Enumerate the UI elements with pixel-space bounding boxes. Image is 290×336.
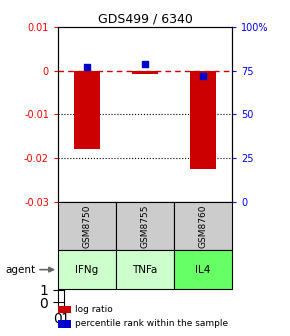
Bar (174, 250, 232, 289)
Bar (74, 71, 100, 149)
Text: log ratio: log ratio (75, 305, 113, 314)
Bar (116, 250, 174, 289)
Text: percentile rank within the sample: percentile rank within the sample (75, 320, 229, 328)
Text: GSM8750: GSM8750 (82, 204, 92, 248)
Bar (190, 71, 216, 169)
Bar (132, 71, 158, 74)
Point (85, 65, 89, 70)
Text: IFNg: IFNg (75, 265, 99, 275)
Text: GSM8755: GSM8755 (140, 204, 150, 248)
Bar (58, 250, 116, 289)
Text: GSM8760: GSM8760 (198, 204, 208, 248)
Text: agent: agent (6, 265, 36, 275)
Point (201, 73, 205, 79)
Point (143, 61, 147, 66)
Bar (58, 306, 71, 313)
Text: TNFa: TNFa (132, 265, 158, 275)
Bar (58, 202, 116, 250)
Bar (58, 320, 71, 328)
Text: IL4: IL4 (195, 265, 211, 275)
Title: GDS499 / 6340: GDS499 / 6340 (97, 13, 193, 26)
Bar (174, 202, 232, 250)
Bar (116, 202, 174, 250)
